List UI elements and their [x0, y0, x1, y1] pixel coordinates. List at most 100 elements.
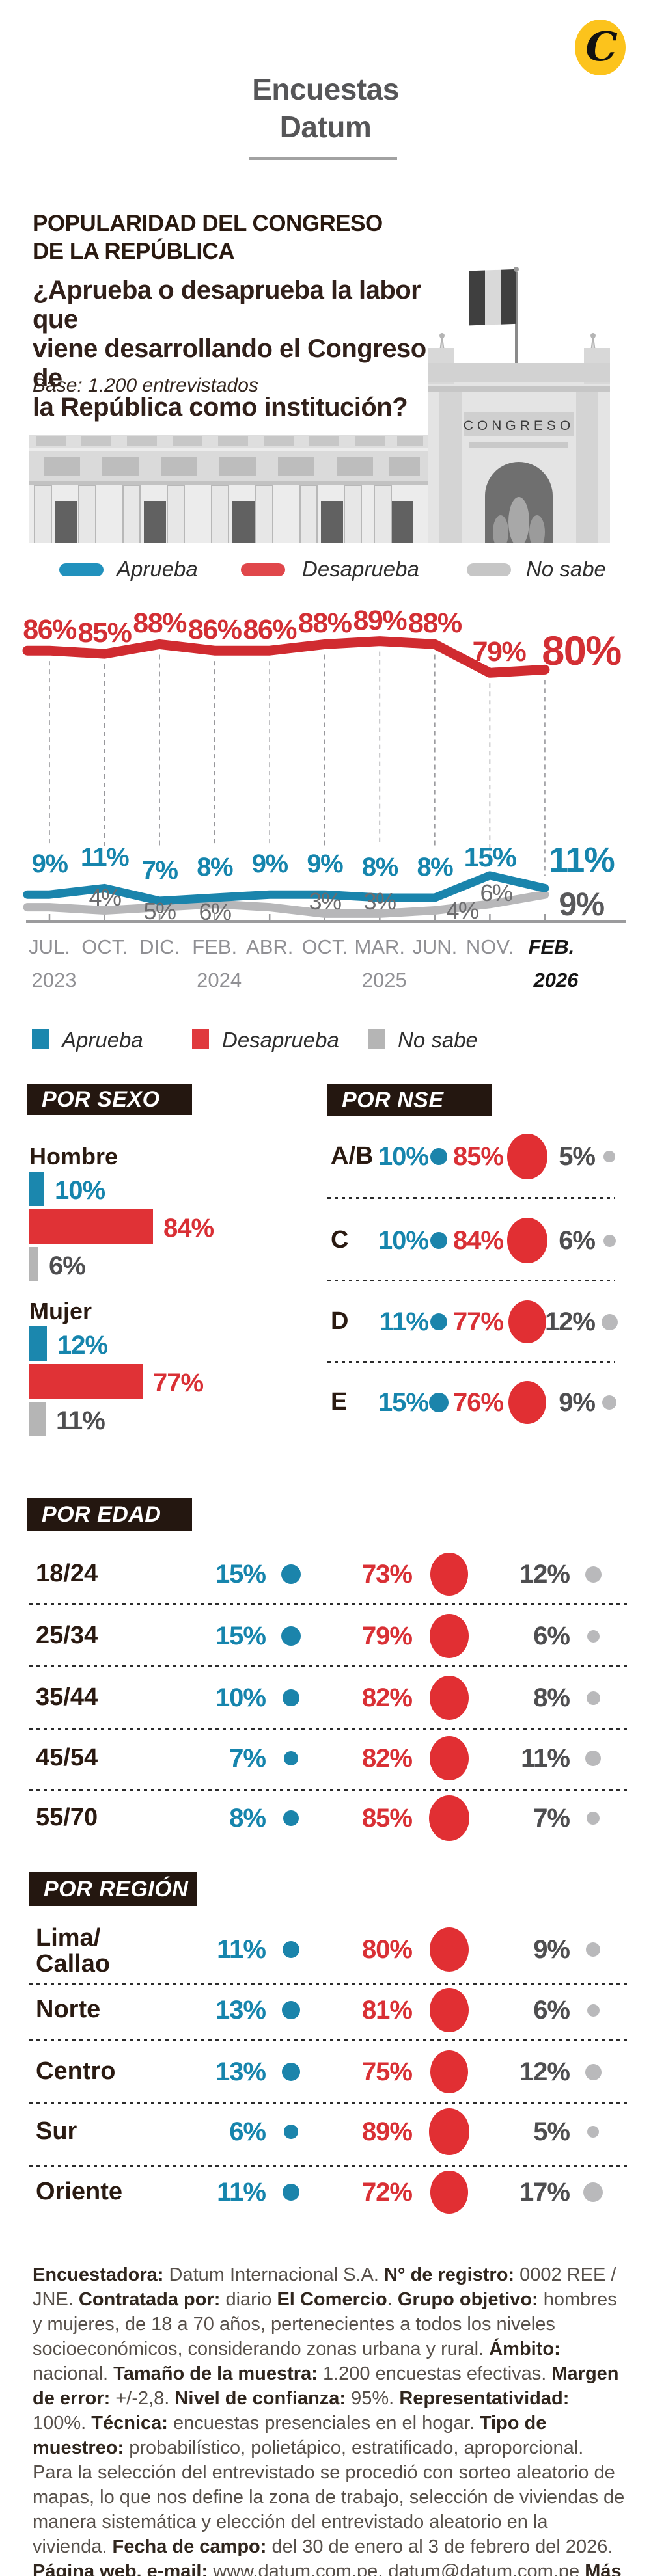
bar-value: 84% — [163, 1214, 214, 1242]
section-title: POR NSE — [342, 1087, 444, 1112]
data-label: JUN. — [412, 935, 457, 958]
row-value: 11% — [380, 1308, 429, 1336]
row-label: D — [331, 1308, 349, 1335]
methodology-value: . — [387, 2289, 398, 2310]
aprueba-square-icon — [32, 1029, 49, 1049]
question-line: viene desarrollando el Congreso de — [33, 334, 426, 392]
desaprueba-circle — [430, 2171, 468, 2214]
sex-group-label: Hombre — [29, 1143, 118, 1170]
data-label: 2025 — [362, 969, 407, 991]
data-label: 8% — [197, 853, 233, 881]
methodology-label: Técnica: — [91, 2413, 174, 2434]
row-value: 82% — [361, 1684, 413, 1712]
data-label: 86% — [243, 614, 297, 645]
row-value: 12% — [544, 1308, 596, 1336]
logo-letter: C — [585, 22, 618, 70]
sex-group-label: Mujer — [29, 1298, 92, 1324]
row-value: 82% — [361, 1744, 413, 1773]
central-pavilion: CONGRESO — [428, 348, 610, 543]
data-label: 8% — [417, 853, 453, 881]
methodology-value: encuestas presenciales en el hogar. — [173, 2413, 480, 2434]
section-kicker: POPULARIDAD DEL CONGRESO DE LA REPÚBLICA — [33, 209, 383, 265]
section-header-region: POR REGIÓN — [29, 1872, 197, 1906]
row-value: 15% — [215, 1560, 266, 1589]
data-label: 89% — [353, 605, 408, 636]
desaprueba-swatch-icon — [241, 563, 285, 576]
nosabe-dot — [603, 1234, 616, 1247]
aprueba-swatch-icon — [59, 563, 104, 576]
data-label: 6% — [480, 879, 512, 906]
data-label: JUL. — [29, 935, 70, 958]
aprueba-dot — [283, 1810, 299, 1826]
bar-value: 12% — [57, 1331, 108, 1360]
row-value: 5% — [559, 1142, 596, 1171]
data-label: 9% — [307, 850, 343, 878]
bar — [29, 1247, 38, 1281]
series-line — [23, 871, 549, 906]
methodology-label: Contratada por: — [78, 2289, 226, 2310]
nosabe-dot — [585, 1751, 601, 1766]
methodology-label: Margen de error: — [33, 2363, 619, 2409]
survey-question: ¿Aprueba o desaprueba la labor que viene… — [33, 276, 436, 422]
data-label: 86% — [23, 614, 77, 645]
aprueba-dot — [430, 1148, 447, 1165]
row-separator — [29, 1603, 628, 1605]
row-value: 7% — [533, 1804, 570, 1832]
methodology-value: probabilístico, polietápico, estratifica… — [33, 2437, 625, 2557]
aprueba-dot — [281, 2000, 301, 2020]
section-title: POR EDAD — [42, 1501, 161, 1527]
row-separator — [327, 1197, 615, 1199]
methodology-value: 0002 REE / JNE. — [33, 2264, 616, 2310]
row-separator — [29, 1728, 628, 1730]
methodology-value: Datum Internacional S.A. — [169, 2264, 384, 2285]
row-value: 12% — [519, 1560, 570, 1589]
legend2-desaprueba: Desaprueba — [222, 1028, 339, 1052]
desaprueba-circle — [429, 1675, 469, 1721]
colonnade-wing — [29, 435, 428, 543]
bar-value: 11% — [56, 1406, 105, 1435]
nosabe-dot — [583, 2182, 603, 2202]
row-value: 79% — [361, 1622, 413, 1650]
desaprueba-circle — [430, 1553, 468, 1596]
nosabe-dot — [603, 1151, 615, 1162]
desaprueba-circle — [430, 2050, 469, 2094]
section-title: POR REGIÓN — [44, 1876, 189, 1901]
row-label: 55/70 — [36, 1804, 98, 1831]
row-separator — [29, 2165, 628, 2167]
nosabe-dot — [602, 1395, 616, 1410]
page-title-line2: Datum — [279, 110, 372, 144]
legend-desaprueba: Desaprueba — [302, 557, 419, 581]
row-value: 89% — [361, 2117, 413, 2146]
legend-aprueba: Aprueba — [117, 557, 198, 581]
methodology-label: N° de registro: — [383, 2264, 520, 2285]
data-label: DIC. — [139, 935, 180, 958]
desaprueba-circle — [508, 1300, 547, 1344]
kicker-line: DE LA REPÚBLICA — [33, 239, 235, 264]
data-label: MAR. — [355, 935, 406, 958]
desaprueba-circle — [507, 1218, 547, 1263]
peru-flag-icon — [469, 269, 516, 326]
row-value: 11% — [217, 1935, 266, 1964]
data-label: 85% — [78, 617, 132, 649]
desaprueba-circle — [430, 1614, 469, 1658]
row-label: A/B — [331, 1142, 374, 1170]
data-label: 11% — [549, 840, 615, 879]
methodology-value: 95%. — [351, 2388, 400, 2409]
row-value: 13% — [215, 1996, 266, 2024]
aprueba-dot — [284, 2125, 298, 2139]
nosabe-dot — [601, 1313, 618, 1330]
nosabe-dot — [587, 1812, 600, 1825]
row-value: 11% — [217, 2178, 266, 2207]
elcomercio-logo-icon: C — [575, 20, 626, 75]
data-label: 79% — [473, 636, 527, 667]
desaprueba-circle — [429, 1795, 469, 1841]
trend-line-chart: 86% 85% 88% 86% 86% 88% 89% 88%79% 80%9% 11% 7% 8% 9… — [22, 605, 626, 991]
aprueba-dot — [430, 1232, 447, 1249]
row-value: 12% — [519, 2058, 570, 2086]
data-label: 6% — [199, 898, 231, 925]
data-label: 80% — [542, 628, 621, 674]
methodology-label: Fecha de campo: — [112, 2536, 272, 2557]
data-label: NOV. — [466, 935, 514, 958]
data-label: 88% — [408, 608, 462, 639]
methodology-label: Tamaño de la muestra: — [113, 2363, 323, 2384]
